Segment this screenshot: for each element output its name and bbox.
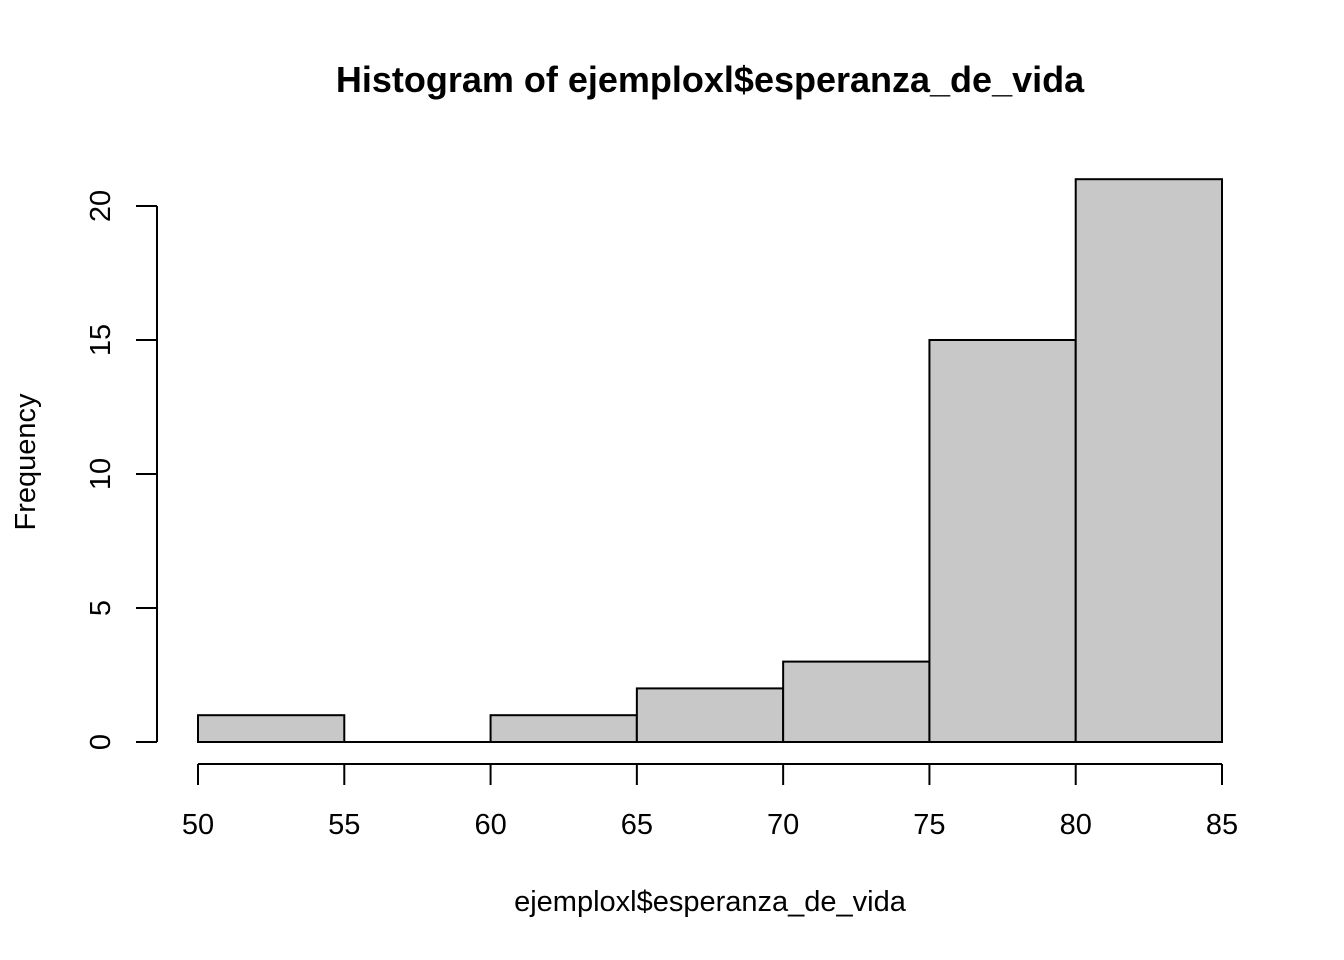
x-tick-label: 75 (913, 809, 945, 841)
histogram-bar (1074, 178, 1223, 743)
y-tick-label: 10 (85, 458, 117, 490)
x-tick-label: 60 (474, 809, 506, 841)
y-tick-label: 5 (85, 600, 117, 616)
histogram-bar (928, 339, 1077, 743)
y-tick-label: 0 (85, 734, 117, 750)
chart-title: Histogram of ejemploxl$esperanza_de_vida (336, 59, 1085, 100)
histogram-bar (635, 687, 785, 744)
histogram-bar (489, 714, 638, 744)
x-tick-label: 50 (182, 809, 214, 841)
histogram-bar (782, 660, 931, 743)
x-tick-label: 55 (328, 809, 360, 841)
x-axis: 50 55 60 65 70 75 80 85 (182, 763, 1238, 841)
x-tick-label: 70 (767, 809, 799, 841)
x-tick-label: 85 (1206, 809, 1238, 841)
y-tick-label: 15 (85, 324, 117, 356)
histogram-bar (197, 714, 346, 744)
y-tick-label: 20 (85, 190, 117, 222)
x-tick-label: 65 (621, 809, 653, 841)
y-axis-label: Frequency (10, 393, 42, 531)
x-axis-label: ejemploxl$esperanza_de_vida (514, 886, 907, 918)
bars-group (197, 178, 1223, 744)
x-tick-label: 80 (1060, 809, 1092, 841)
y-axis: 0 5 10 15 20 (85, 190, 158, 750)
